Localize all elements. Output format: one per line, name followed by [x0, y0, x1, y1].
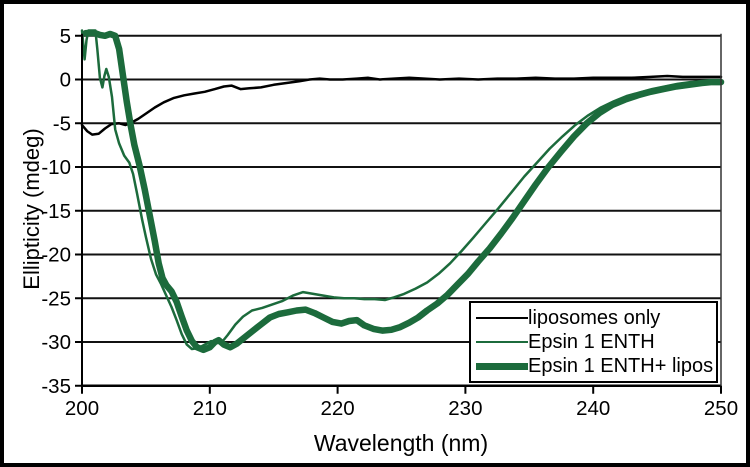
x-tick-label: 220 — [320, 397, 354, 420]
series-line-epsin-1-enth — [80, 29, 723, 351]
x-axis-title: Wavelength (nm) — [313, 430, 489, 456]
y-tick-label: -30 — [41, 331, 71, 354]
legend-label: Epsin 1 ENTH — [528, 331, 655, 353]
y-axis-title: Ellipticity (mdeg) — [19, 128, 44, 290]
y-tick-label: -20 — [41, 244, 71, 267]
x-tick-label: 240 — [576, 397, 610, 420]
y-tick-label: -5 — [53, 112, 71, 135]
x-tick-label: 210 — [193, 397, 227, 420]
legend-item: liposomes only — [476, 308, 716, 328]
legend-item: Epsin 1 ENTH — [476, 332, 716, 352]
legend-item: Epsin 1 ENTH+ lipos — [476, 356, 716, 376]
x-tick-label: 230 — [448, 397, 482, 420]
legend-line-sample-epsin-1-enth-lipos — [476, 362, 528, 370]
legend-line-sample-epsin-1-enth — [476, 341, 528, 343]
y-tick-label: 0 — [60, 69, 71, 92]
legend: liposomes only Epsin 1 ENTH Epsin 1 ENTH… — [469, 301, 718, 383]
y-tick-label: -25 — [41, 287, 71, 310]
y-tick-label: -35 — [41, 375, 71, 398]
y-tick-label: -15 — [41, 200, 71, 223]
x-tick-label: 250 — [704, 397, 738, 420]
legend-label: liposomes only — [528, 307, 661, 329]
y-tick-label: 5 — [60, 25, 71, 48]
series-line-liposomes-only — [80, 74, 723, 136]
series-line-epsin-1-enth-lipos — [82, 29, 725, 354]
legend-line-sample-liposomes-only — [476, 317, 528, 319]
legend-label: Epsin 1 ENTH+ lipos — [528, 355, 714, 377]
y-tick-label: -10 — [41, 156, 71, 179]
x-tick-label: 200 — [65, 397, 99, 420]
